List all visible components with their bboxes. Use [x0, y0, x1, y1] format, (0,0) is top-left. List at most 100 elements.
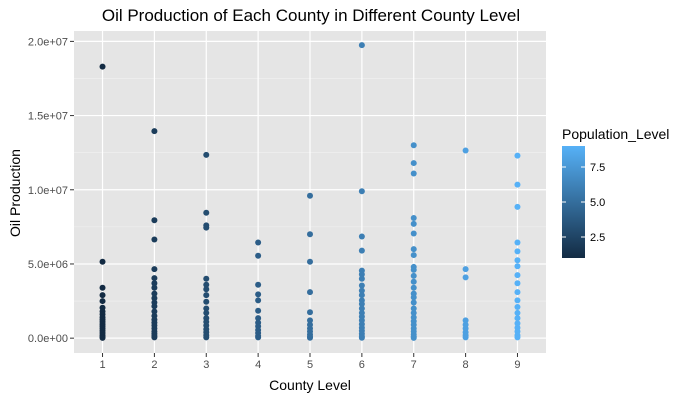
data-point	[203, 151, 210, 158]
data-point	[358, 188, 365, 195]
data-point	[203, 298, 210, 305]
data-point	[358, 305, 365, 312]
x-tick-label: 3	[203, 359, 209, 371]
data-point	[514, 315, 521, 322]
y-tick-label: 0.0e+00	[28, 333, 68, 345]
data-point	[99, 334, 106, 341]
data-point	[514, 263, 521, 270]
data-point	[410, 294, 417, 301]
data-point	[99, 284, 106, 291]
data-point	[151, 303, 158, 310]
x-tick-label: 7	[411, 359, 417, 371]
legend-tick-label: 2.5	[590, 232, 605, 244]
data-point	[410, 160, 417, 167]
data-point	[358, 301, 365, 308]
data-point	[203, 292, 210, 299]
data-point	[514, 257, 521, 264]
data-point	[151, 275, 158, 282]
data-point	[203, 209, 210, 216]
data-point	[514, 272, 521, 279]
data-point	[410, 334, 417, 341]
data-point	[410, 266, 417, 273]
data-point	[514, 152, 521, 159]
x-tick-label: 6	[359, 359, 365, 371]
data-point	[255, 252, 262, 259]
legend-tick-label: 5.0	[590, 197, 605, 209]
data-point	[514, 239, 521, 246]
chart-title: Oil Production of Each County in Differe…	[102, 6, 520, 25]
data-point	[410, 230, 417, 237]
data-point	[358, 275, 365, 282]
x-tick-label: 5	[307, 359, 313, 371]
data-point	[514, 304, 521, 310]
data-point	[514, 248, 521, 255]
data-points	[99, 42, 521, 341]
data-point	[203, 334, 210, 341]
data-point	[255, 307, 262, 314]
color-legend: Population_Level 2.5 5.0 7.5	[562, 126, 669, 258]
data-point	[203, 309, 210, 316]
data-point	[410, 142, 417, 149]
y-axis-ticks: 0.0e+00 5.0e+06 1.0e+07 1.5e+07 2.0e+07	[28, 36, 74, 345]
data-point	[410, 284, 417, 291]
data-point	[358, 42, 365, 49]
data-point	[307, 231, 313, 238]
data-point	[410, 246, 417, 253]
data-point	[255, 297, 262, 304]
data-point	[255, 334, 262, 341]
data-point	[255, 291, 262, 298]
data-point	[358, 271, 365, 278]
data-point	[307, 334, 313, 341]
x-tick-label: 1	[99, 359, 105, 371]
data-point	[410, 299, 417, 306]
x-axis-title: County Level	[269, 377, 351, 393]
data-point	[462, 147, 469, 154]
data-point	[151, 217, 158, 224]
data-point	[410, 305, 417, 312]
data-point	[358, 292, 365, 299]
x-tick-label: 2	[151, 359, 157, 371]
data-point	[99, 63, 106, 70]
data-point	[462, 274, 469, 281]
data-point	[151, 266, 158, 273]
data-point	[462, 334, 469, 341]
data-point	[358, 233, 365, 240]
legend-colorbar	[562, 146, 585, 258]
data-point	[203, 305, 210, 312]
data-point	[410, 214, 417, 221]
data-point	[99, 298, 106, 305]
data-point	[99, 292, 106, 299]
x-axis-ticks: 1 2 3 4 5 6 7 8 9	[99, 353, 521, 371]
data-point	[307, 317, 313, 324]
data-point	[462, 266, 469, 273]
y-tick-label: 1.0e+07	[28, 185, 68, 197]
y-tick-label: 1.5e+07	[28, 111, 68, 123]
data-point	[358, 247, 365, 254]
data-point	[410, 220, 417, 227]
data-point	[151, 295, 158, 302]
legend-tick-label: 7.5	[590, 162, 605, 174]
y-tick-label: 5.0e+06	[28, 259, 68, 271]
data-point	[307, 289, 313, 296]
y-axis-title: Oil Production	[7, 149, 23, 237]
data-point	[514, 309, 521, 316]
data-point	[514, 181, 521, 188]
data-point	[151, 290, 158, 297]
data-point	[358, 282, 365, 289]
data-point	[151, 128, 158, 135]
data-point	[514, 297, 521, 304]
data-point	[151, 334, 158, 341]
data-point	[307, 192, 313, 199]
data-point	[203, 281, 210, 288]
data-point	[203, 286, 210, 293]
legend-ticks: 2.5 5.0 7.5	[562, 162, 605, 244]
data-point	[255, 239, 262, 246]
data-point	[307, 309, 313, 316]
x-tick-label: 9	[514, 359, 520, 371]
data-point	[358, 334, 365, 341]
data-point	[514, 320, 521, 327]
data-point	[410, 278, 417, 285]
data-point	[410, 170, 417, 177]
data-point	[151, 308, 158, 315]
